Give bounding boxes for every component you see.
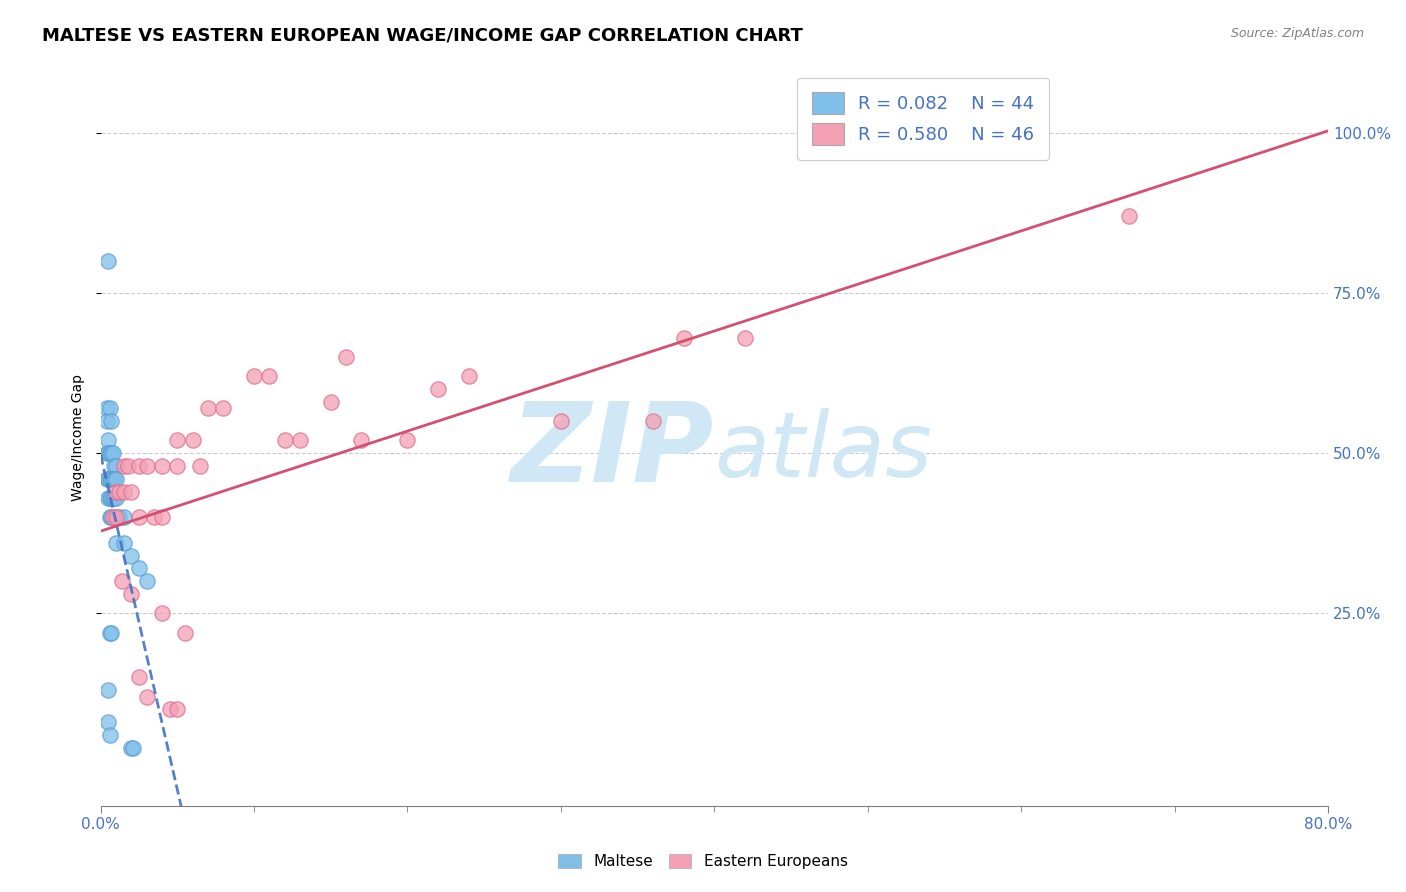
Point	[104, 472, 127, 486]
Point	[1118, 209, 1140, 223]
Point	[97, 491, 120, 505]
Point	[104, 491, 127, 505]
Point	[335, 350, 357, 364]
Point	[103, 458, 125, 473]
Point	[128, 458, 150, 473]
Point	[143, 510, 166, 524]
Point	[97, 683, 120, 698]
Point	[98, 446, 121, 460]
Point	[128, 561, 150, 575]
Point	[188, 458, 211, 473]
Point	[212, 401, 235, 416]
Point	[98, 510, 121, 524]
Point	[396, 434, 419, 448]
Point	[104, 510, 127, 524]
Text: MALTESE VS EASTERN EUROPEAN WAGE/INCOME GAP CORRELATION CHART: MALTESE VS EASTERN EUROPEAN WAGE/INCOME …	[42, 27, 803, 45]
Point	[97, 715, 120, 730]
Point	[135, 574, 157, 589]
Point	[174, 625, 197, 640]
Point	[112, 484, 135, 499]
Point	[112, 536, 135, 550]
Point	[166, 702, 188, 716]
Point	[121, 740, 143, 755]
Point	[101, 472, 124, 486]
Point	[98, 625, 121, 640]
Point	[150, 510, 173, 524]
Point	[135, 458, 157, 473]
Point	[101, 510, 124, 524]
Point	[112, 458, 135, 473]
Point	[98, 728, 121, 742]
Point	[101, 491, 124, 505]
Point	[111, 574, 134, 589]
Y-axis label: Wage/Income Gap: Wage/Income Gap	[72, 374, 86, 500]
Point	[97, 434, 120, 448]
Point	[120, 484, 142, 499]
Point	[100, 414, 122, 428]
Text: Source: ZipAtlas.com: Source: ZipAtlas.com	[1230, 27, 1364, 40]
Point	[457, 369, 479, 384]
Point	[103, 472, 125, 486]
Point	[97, 472, 120, 486]
Point	[98, 401, 121, 416]
Text: atlas: atlas	[714, 408, 932, 496]
Point	[159, 702, 181, 716]
Point	[96, 446, 118, 460]
Point	[427, 382, 450, 396]
Point	[97, 253, 120, 268]
Point	[120, 549, 142, 563]
Point	[128, 510, 150, 524]
Point	[288, 434, 311, 448]
Point	[108, 510, 131, 524]
Point	[101, 446, 124, 460]
Point	[259, 369, 281, 384]
Point	[135, 690, 157, 704]
Point	[550, 414, 572, 428]
Point	[100, 625, 122, 640]
Point	[672, 331, 695, 345]
Point	[104, 536, 127, 550]
Point	[103, 491, 125, 505]
Point	[197, 401, 219, 416]
Legend: R = 0.082    N = 44, R = 0.580    N = 46: R = 0.082 N = 44, R = 0.580 N = 46	[797, 78, 1049, 160]
Point	[97, 446, 120, 460]
Point	[104, 510, 127, 524]
Point	[734, 331, 756, 345]
Point	[128, 670, 150, 684]
Point	[100, 510, 122, 524]
Point	[166, 434, 188, 448]
Point	[104, 458, 127, 473]
Point	[112, 510, 135, 524]
Point	[181, 434, 204, 448]
Point	[96, 401, 118, 416]
Point	[104, 484, 127, 499]
Point	[319, 394, 342, 409]
Point	[350, 434, 373, 448]
Point	[243, 369, 266, 384]
Point	[98, 472, 121, 486]
Point	[98, 491, 121, 505]
Text: ZIP: ZIP	[510, 399, 714, 505]
Point	[120, 587, 142, 601]
Point	[641, 414, 664, 428]
Point	[96, 472, 118, 486]
Point	[100, 446, 122, 460]
Point	[273, 434, 295, 448]
Point	[100, 472, 122, 486]
Point	[150, 607, 173, 621]
Point	[117, 458, 139, 473]
Point	[150, 458, 173, 473]
Point	[100, 491, 122, 505]
Point	[166, 458, 188, 473]
Point	[120, 740, 142, 755]
Point	[108, 484, 131, 499]
Legend: Maltese, Eastern Europeans: Maltese, Eastern Europeans	[553, 848, 853, 875]
Point	[96, 414, 118, 428]
